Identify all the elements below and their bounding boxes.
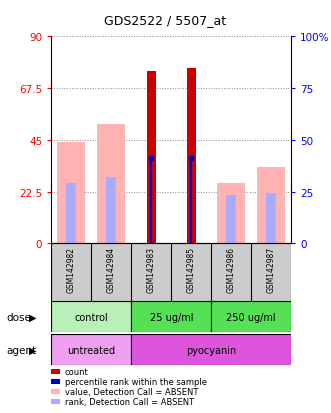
Text: value, Detection Call = ABSENT: value, Detection Call = ABSENT	[65, 387, 198, 396]
Bar	[211, 301, 291, 332]
Bar	[187, 69, 196, 244]
Text: percentile rank within the sample: percentile rank within the sample	[65, 377, 207, 386]
Text: 25 ug/ml: 25 ug/ml	[150, 312, 193, 322]
Text: untreated: untreated	[67, 345, 116, 355]
Text: ▶: ▶	[29, 312, 37, 322]
Text: GSM142983: GSM142983	[147, 247, 156, 292]
Bar	[150, 159, 153, 244]
Bar	[217, 184, 245, 244]
Text: GSM142982: GSM142982	[67, 247, 76, 292]
Bar	[97, 124, 125, 244]
Bar	[131, 301, 211, 332]
Text: GSM142984: GSM142984	[107, 247, 116, 292]
Text: ▶: ▶	[29, 345, 37, 355]
Text: GDS2522 / 5507_at: GDS2522 / 5507_at	[105, 14, 226, 27]
Bar	[257, 168, 285, 244]
Bar	[66, 184, 76, 244]
Bar	[51, 335, 131, 366]
Text: count: count	[65, 367, 88, 376]
Text: GSM142985: GSM142985	[187, 247, 196, 292]
Text: 250 ug/ml: 250 ug/ml	[226, 312, 276, 322]
Bar	[226, 195, 236, 244]
Bar	[147, 71, 156, 244]
Text: GSM142987: GSM142987	[267, 247, 276, 292]
Text: pyocyanin: pyocyanin	[186, 345, 236, 355]
Bar	[131, 335, 291, 366]
Text: agent: agent	[7, 345, 37, 355]
Text: control: control	[74, 312, 108, 322]
Text: rank, Detection Call = ABSENT: rank, Detection Call = ABSENT	[65, 397, 194, 406]
Bar	[57, 143, 85, 244]
Bar	[266, 193, 276, 244]
Text: GSM142986: GSM142986	[227, 247, 236, 292]
Text: dose: dose	[7, 312, 31, 322]
Bar	[190, 159, 193, 244]
Bar	[106, 177, 116, 244]
Bar	[51, 301, 131, 332]
